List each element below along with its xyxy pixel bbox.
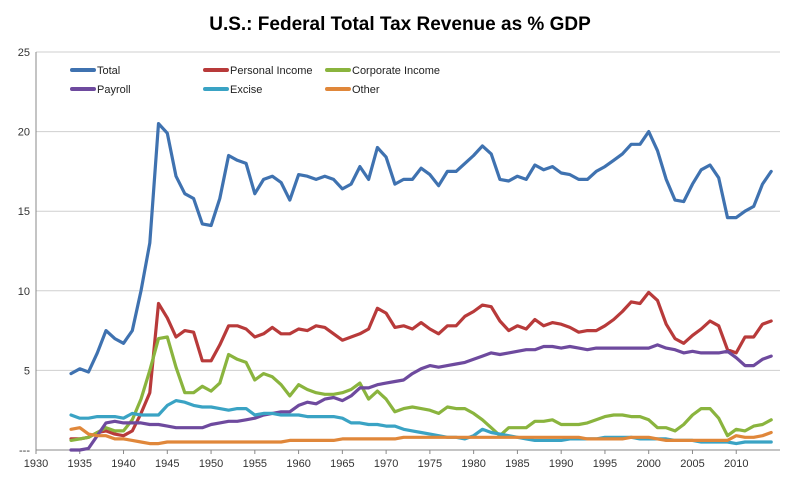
x-tick-label: 2005 (680, 458, 704, 470)
x-tick-label: 1955 (243, 458, 267, 470)
series-line-personal-income (69, 290, 773, 441)
x-tick-label: 2000 (636, 458, 660, 470)
series-line-corporate-income (69, 335, 773, 442)
x-tick-label: 1985 (505, 458, 529, 470)
series-lines (69, 121, 773, 452)
y-tick-label: 15 (18, 206, 30, 218)
legend-label-total: Total (97, 65, 120, 77)
series-line-other (69, 426, 773, 446)
y-tick-label: 10 (18, 286, 30, 298)
x-tick-label: 1980 (461, 458, 485, 470)
y-tick-label: 5 (24, 365, 30, 377)
series-line-total (69, 121, 773, 376)
y-tick-label: 25 (18, 47, 30, 59)
legend-label-corporate-income: Corporate Income (352, 65, 440, 77)
axes: --- 5 10 15 20 25 1930 1935 1940 1945 1950 1955 1960… (18, 47, 780, 470)
x-tick-label: 1950 (199, 458, 223, 470)
x-tick-label: 1970 (374, 458, 398, 470)
legend-label-other: Other (352, 84, 380, 96)
series-line-payroll (69, 343, 773, 452)
legend-label-payroll: Payroll (97, 84, 131, 96)
legend-label-excise: Excise (230, 84, 262, 96)
x-tick-label: 1945 (155, 458, 179, 470)
x-tick-label: 1965 (330, 458, 354, 470)
x-tick-label: 1930 (24, 458, 48, 470)
chart-title: U.S.: Federal Total Tax Revenue as % GDP (209, 14, 591, 35)
x-tick-label: 1935 (68, 458, 92, 470)
legend-label-personal-income: Personal Income (230, 65, 313, 77)
y-tick-label: --- (19, 445, 30, 457)
y-tick-label: 20 (18, 127, 30, 139)
x-tick-label: 1990 (549, 458, 573, 470)
legend: Total Personal Income Corporate Income Payr… (70, 65, 440, 96)
x-tick-label: 1975 (418, 458, 442, 470)
x-tick-label: 1995 (593, 458, 617, 470)
x-tick-label: 1940 (111, 458, 135, 470)
x-tick-label: 1960 (286, 458, 310, 470)
x-tick-label: 2010 (724, 458, 748, 470)
gridlines (36, 51, 780, 371)
